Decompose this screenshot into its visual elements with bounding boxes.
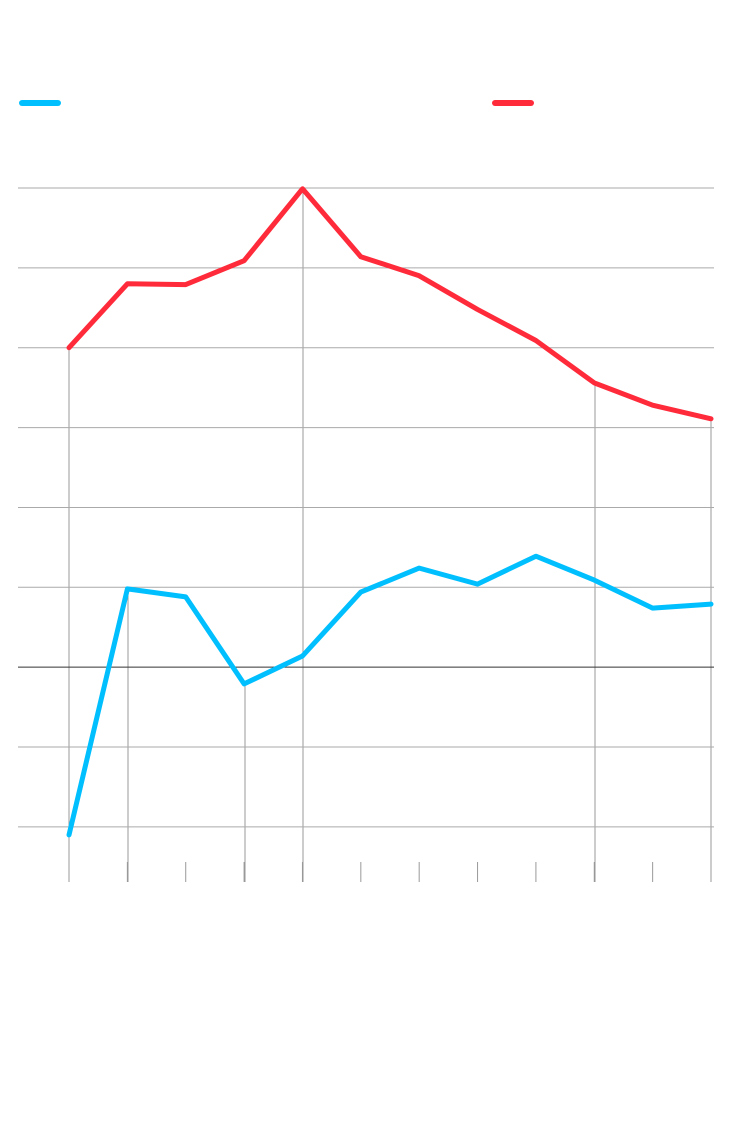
drop-lines xyxy=(68,188,712,882)
series-line xyxy=(66,186,714,422)
series-line xyxy=(66,553,714,838)
